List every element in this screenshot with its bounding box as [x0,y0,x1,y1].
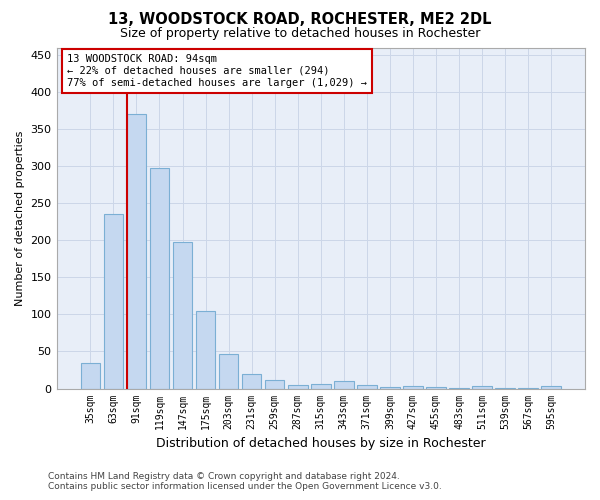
Bar [426,387,446,388]
Bar [403,386,423,388]
Bar [242,374,262,388]
Text: 13, WOODSTOCK ROAD, ROCHESTER, ME2 2DL: 13, WOODSTOCK ROAD, ROCHESTER, ME2 2DL [108,12,492,28]
Bar [380,387,400,388]
Bar [80,362,100,388]
Bar [472,386,492,388]
Bar [149,168,169,388]
Text: 13 WOODSTOCK ROAD: 94sqm
← 22% of detached houses are smaller (294)
77% of semi-: 13 WOODSTOCK ROAD: 94sqm ← 22% of detach… [67,54,367,88]
Bar [334,381,353,388]
Bar [541,386,561,388]
X-axis label: Distribution of detached houses by size in Rochester: Distribution of detached houses by size … [156,437,485,450]
Y-axis label: Number of detached properties: Number of detached properties [15,130,25,306]
Bar [104,214,123,388]
Bar [311,384,331,388]
Bar [173,242,193,388]
Bar [288,385,308,388]
Text: Contains HM Land Registry data © Crown copyright and database right 2024.: Contains HM Land Registry data © Crown c… [48,472,400,481]
Bar [219,354,238,388]
Bar [196,312,215,388]
Bar [127,114,146,388]
Text: Size of property relative to detached houses in Rochester: Size of property relative to detached ho… [120,28,480,40]
Bar [357,385,377,388]
Text: Contains public sector information licensed under the Open Government Licence v3: Contains public sector information licen… [48,482,442,491]
Bar [265,380,284,388]
